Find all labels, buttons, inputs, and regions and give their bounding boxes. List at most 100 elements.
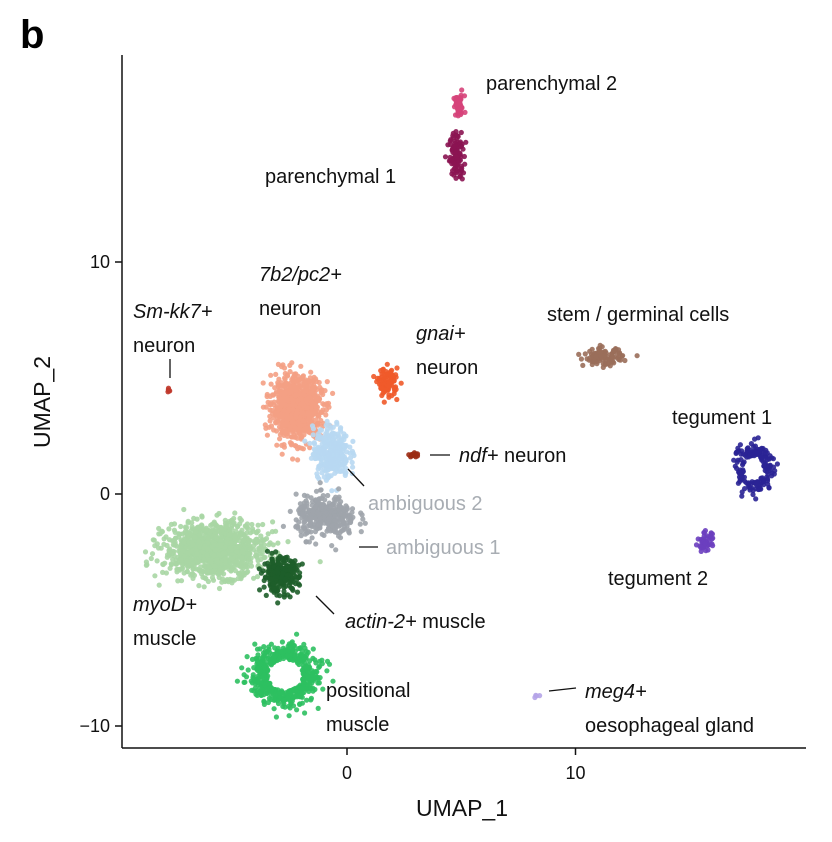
data-point [325,526,331,533]
data-point [294,707,300,713]
data-point [200,574,206,580]
data-point [298,529,304,535]
data-point [278,649,284,655]
cluster-label-ambiguous-1: ambiguous 1 [386,537,501,559]
data-point [239,555,245,561]
data-point [337,503,343,509]
data-point [199,514,205,520]
data-point [326,466,332,473]
data-point [312,455,318,462]
data-point [254,574,261,580]
data-point [276,690,282,696]
data-point [211,568,217,574]
data-point [317,559,323,565]
data-point [268,381,274,387]
data-point [212,526,218,532]
data-point [202,543,208,549]
data-point [751,444,757,450]
data-point [284,397,290,403]
data-point [234,678,240,684]
data-point [454,133,461,139]
data-point [211,563,217,570]
data-point [358,529,364,535]
data-point [705,547,711,553]
data-point [306,507,312,513]
data-point [343,465,349,471]
data-point [311,410,317,416]
data-point [257,660,263,667]
data-point [263,575,269,581]
data-point [302,710,308,716]
data-point [270,519,276,525]
data-point [196,539,202,545]
data-point [313,417,319,423]
data-point [314,669,320,675]
data-point [296,582,303,588]
data-point [194,551,200,557]
data-point [284,411,290,417]
data-point [248,555,254,561]
data-point [317,480,323,486]
data-point [450,130,456,136]
data-point [283,380,289,386]
data-point [294,589,301,595]
x-ticks: 0 10 [342,748,586,783]
data-point [289,639,295,645]
data-point [166,526,172,532]
data-point [213,533,219,540]
data-point [304,652,310,658]
data-point [280,523,286,530]
data-point [225,564,231,570]
data-point [180,562,186,568]
data-point [288,396,294,402]
data-point [163,534,169,540]
data-point [275,361,281,367]
data-point [152,543,158,549]
data-point [258,570,264,576]
data-point [232,532,238,539]
data-point [295,660,301,666]
data-point [342,512,348,519]
data-point [154,558,160,564]
cluster-points-tegument-2 [693,528,716,555]
data-point [271,588,277,594]
data-point [273,714,279,720]
data-point [328,473,334,479]
data-point [292,425,298,431]
leader-line-actin-2 [315,595,335,615]
data-point [308,697,314,703]
data-point [448,158,454,164]
data-point [533,693,540,699]
data-point [160,561,166,568]
data-point [762,449,769,456]
data-point [273,389,280,395]
data-point [303,539,309,545]
data-point [301,524,307,530]
data-point [739,489,745,495]
data-point [188,555,195,561]
data-point [301,519,307,526]
data-point [463,139,469,145]
data-point [634,353,640,359]
data-point [267,418,273,424]
data-point [175,578,181,584]
data-point [382,387,389,393]
data-point [284,417,290,423]
data-point [177,544,183,551]
data-point [277,436,283,442]
data-point [184,558,190,565]
axes: 0 10 −10 0 10 UMAP_1 UMAP_2 [29,55,806,821]
data-point [334,523,340,529]
data-point [205,536,211,542]
data-point [611,360,617,366]
y-axis-title: UMAP_2 [29,356,55,448]
data-point [348,519,354,525]
data-point [269,556,275,562]
data-point [245,667,251,673]
data-point [277,432,283,438]
data-point [597,342,603,348]
data-point [274,569,281,575]
data-point [328,425,334,431]
data-point [702,541,708,547]
data-point [309,390,315,396]
